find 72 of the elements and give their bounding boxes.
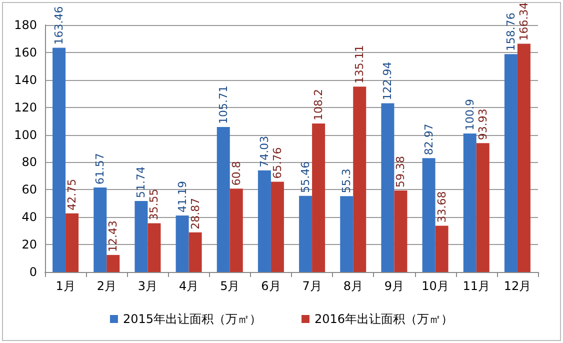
y-tick-label: 180 [14, 18, 37, 32]
data-label: 74.03 [258, 136, 271, 168]
data-label: 51.74 [134, 166, 148, 198]
x-tick-label: 3月 [138, 279, 158, 293]
data-label: 163.46 [52, 6, 66, 45]
bar [299, 196, 312, 272]
x-tick-label: 1月 [56, 279, 76, 293]
x-tick-label: 8月 [343, 279, 363, 293]
data-label: 41.19 [176, 180, 189, 212]
data-label: 60.8 [230, 161, 243, 186]
y-tick-label: 100 [14, 128, 37, 142]
data-label: 28.87 [188, 198, 202, 230]
bar [353, 86, 366, 272]
data-label: 33.68 [435, 191, 448, 223]
bar [148, 223, 161, 272]
bar [422, 158, 436, 272]
data-label: 42.75 [66, 178, 79, 210]
data-label: 65.76 [270, 147, 284, 179]
bar [517, 44, 530, 272]
bar [230, 188, 243, 272]
bar [381, 103, 394, 272]
bar [435, 226, 448, 272]
bar [134, 201, 148, 272]
x-tick-label: 5月 [220, 279, 240, 293]
x-tick-label: 6月 [261, 279, 281, 293]
y-tick-label: 120 [14, 100, 37, 114]
y-tick-label: 160 [14, 45, 37, 60]
bar [270, 182, 284, 272]
data-label: 158.76 [504, 12, 518, 52]
y-tick-label: 80 [22, 155, 37, 170]
x-tick-label: 10月 [422, 279, 449, 293]
y-tick-label: 0 [29, 265, 37, 279]
bar [463, 134, 476, 272]
bar [216, 126, 230, 272]
y-tick-label: 140 [14, 72, 37, 87]
bar [94, 188, 107, 272]
x-tick-label: 11月 [462, 279, 490, 293]
bar [66, 213, 79, 272]
legend-label: 2015年出让面积（万㎡） [122, 312, 262, 326]
x-tick-label: 4月 [178, 279, 199, 293]
data-label: 135.11 [353, 45, 366, 84]
data-label: 61.57 [94, 153, 107, 185]
data-label: 59.38 [394, 156, 408, 188]
data-label: 166.34 [517, 2, 530, 41]
y-tick-label: 60 [22, 182, 37, 197]
x-tick-label: 7月 [302, 279, 322, 293]
data-label: 82.97 [422, 124, 436, 156]
data-label: 55.3 [340, 168, 354, 194]
bar [106, 254, 120, 272]
data-label: 35.55 [148, 188, 161, 220]
data-label: 122.94 [381, 62, 394, 100]
y-tick-label: 20 [22, 238, 37, 252]
bar [52, 48, 66, 272]
data-label: 55.46 [299, 161, 312, 193]
y-tick-label: 40 [22, 210, 37, 224]
legend-label: 2016年出让面积（万㎡） [314, 312, 454, 326]
bar [504, 54, 518, 272]
data-label: 108.2 [312, 89, 326, 121]
bar [340, 196, 354, 272]
x-tick-label: 9月 [384, 279, 404, 293]
x-tick-label: 2月 [96, 279, 116, 293]
bar [176, 215, 189, 272]
data-label: 12.43 [106, 220, 120, 252]
data-label: 93.93 [476, 108, 490, 140]
bar [476, 143, 490, 272]
bar [258, 170, 271, 272]
bar [188, 232, 202, 272]
data-label: 100.9 [463, 99, 476, 131]
bar [394, 190, 408, 272]
x-tick-label: 12月 [504, 279, 532, 293]
bar [312, 124, 326, 272]
data-label: 105.71 [216, 85, 230, 124]
